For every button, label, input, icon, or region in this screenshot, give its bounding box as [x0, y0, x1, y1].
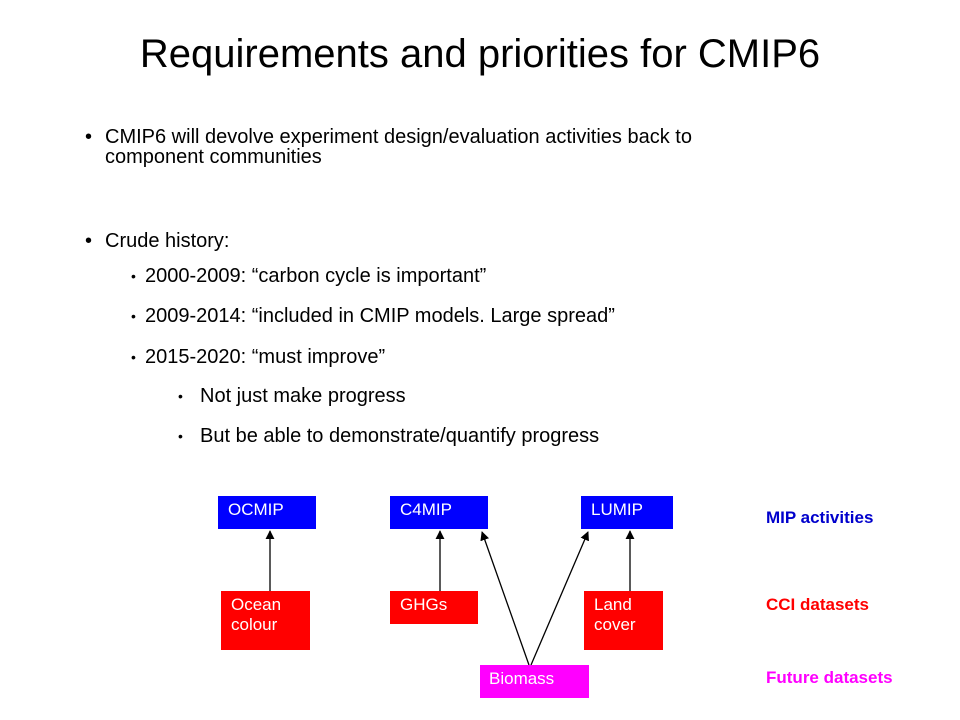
future-datasets-label: Future datasets — [766, 668, 893, 687]
lumip-box: LUMIP — [581, 496, 673, 529]
sub-item-text: But be able to demonstrate/quantify prog… — [200, 425, 600, 447]
cci-datasets-label: CCI datasets — [766, 595, 869, 614]
history-item-text: 2009-2014: “included in CMIP models. Lar… — [145, 305, 615, 327]
bullet-devolve-line2: component communities — [105, 146, 322, 168]
ocean-colour-line2: colour — [231, 615, 278, 634]
ocean-colour-box: Ocean colour — [221, 591, 310, 650]
history-item: • 2015-2020: “must improve” — [131, 346, 831, 370]
bullet-devolve: • CMIP6 will devolve experiment design/e… — [85, 127, 945, 171]
c4mip-box: C4MIP — [390, 496, 488, 529]
ocmip-box: OCMIP — [218, 496, 316, 529]
history-item-text: 2015-2020: “must improve” — [145, 346, 386, 368]
sub-item-text: Not just make progress — [200, 385, 406, 407]
mip-activities-label: MIP activities — [766, 508, 874, 527]
history-item: • 2000-2009: “carbon cycle is important” — [131, 265, 831, 289]
slide-title: Requirements and priorities for CMIP6 — [139, 32, 821, 76]
sub-item: • Not just make progress — [178, 385, 828, 409]
bullet-dot-icon: • — [131, 349, 136, 365]
bullet-dot-icon: • — [131, 308, 136, 324]
bullet-dot-icon: • — [178, 428, 183, 444]
land-cover-line2: cover — [594, 615, 636, 634]
land-cover-line1: Land — [594, 595, 632, 614]
bullet-dot-icon: • — [85, 126, 93, 148]
biomass-box: Biomass — [480, 665, 589, 698]
bullet-devolve-line1: CMIP6 will devolve experiment design/eva… — [105, 126, 692, 148]
arrow-biomass-to-lumip — [530, 531, 589, 666]
ocean-colour-line1: Ocean — [231, 595, 282, 614]
bullet-dot-icon: • — [85, 230, 93, 252]
history-item-text: 2000-2009: “carbon cycle is important” — [145, 265, 487, 287]
bullet-dot-icon: • — [178, 388, 183, 404]
land-cover-box: Land cover — [584, 591, 663, 650]
sub-item: • But be able to demonstrate/quantify pr… — [178, 425, 828, 449]
bullet-crude-history: • Crude history: — [85, 231, 485, 253]
bullet-crude-history-text: Crude history: — [105, 230, 230, 252]
bullet-dot-icon: • — [131, 268, 136, 284]
ghgs-box: GHGs — [390, 591, 478, 624]
history-item: • 2009-2014: “included in CMIP models. L… — [131, 305, 831, 329]
arrow-biomass-to-c4mip — [480, 531, 530, 666]
